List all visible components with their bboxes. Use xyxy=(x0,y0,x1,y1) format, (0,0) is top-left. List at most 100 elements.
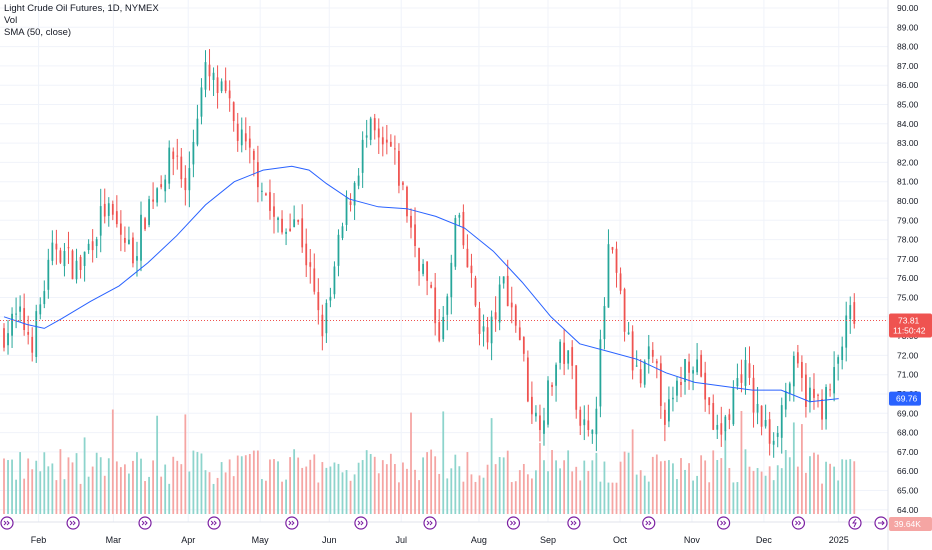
candle[interactable] xyxy=(764,420,767,427)
candle[interactable] xyxy=(575,365,578,410)
candle[interactable] xyxy=(736,378,739,387)
candle[interactable] xyxy=(708,397,711,406)
candle[interactable] xyxy=(329,296,332,301)
candle[interactable] xyxy=(220,81,223,92)
candle[interactable] xyxy=(422,263,424,274)
candle[interactable] xyxy=(361,139,364,173)
candle[interactable] xyxy=(438,322,441,341)
sma-legend[interactable]: SMA (50, close) xyxy=(4,27,72,38)
candle[interactable] xyxy=(365,135,368,138)
candle[interactable] xyxy=(389,141,392,147)
candle[interactable] xyxy=(132,237,134,264)
event-icon[interactable] xyxy=(642,516,656,530)
candle[interactable] xyxy=(482,326,485,332)
candle[interactable] xyxy=(51,242,54,261)
candle[interactable] xyxy=(635,365,638,367)
candle[interactable] xyxy=(293,219,296,228)
candle[interactable] xyxy=(446,296,449,315)
candle[interactable] xyxy=(43,291,46,305)
candle[interactable] xyxy=(200,87,203,117)
candle[interactable] xyxy=(450,262,453,298)
candle[interactable] xyxy=(756,403,759,413)
candle[interactable] xyxy=(414,224,416,247)
candle[interactable] xyxy=(426,261,429,281)
candle[interactable] xyxy=(579,409,582,426)
candle[interactable] xyxy=(119,223,122,235)
candle[interactable] xyxy=(792,355,795,387)
candle[interactable] xyxy=(156,188,159,203)
candle[interactable] xyxy=(95,239,98,247)
candle[interactable] xyxy=(83,251,86,266)
candle[interactable] xyxy=(599,339,602,407)
candle[interactable] xyxy=(305,243,308,266)
candle[interactable] xyxy=(434,287,437,324)
candle[interactable] xyxy=(478,308,481,334)
candle[interactable] xyxy=(688,361,690,373)
candle[interactable] xyxy=(466,248,469,268)
candle[interactable] xyxy=(563,342,566,364)
candle[interactable] xyxy=(595,408,598,435)
candle[interactable] xyxy=(510,302,513,308)
candle[interactable] xyxy=(732,388,735,425)
candle[interactable] xyxy=(845,315,848,348)
candle[interactable] xyxy=(91,241,94,251)
candle[interactable] xyxy=(385,139,388,143)
candle[interactable] xyxy=(805,374,807,407)
sma-line[interactable] xyxy=(3,165,839,403)
candle[interactable] xyxy=(680,381,682,385)
candle[interactable] xyxy=(3,328,5,348)
candle[interactable] xyxy=(31,336,34,353)
candle[interactable] xyxy=(651,349,654,357)
candle[interactable] xyxy=(780,405,783,438)
candle[interactable] xyxy=(212,72,215,80)
candle[interactable] xyxy=(285,231,287,234)
candle[interactable] xyxy=(627,332,630,335)
candle[interactable] xyxy=(474,277,477,306)
candle[interactable] xyxy=(692,370,694,374)
candle[interactable] xyxy=(337,234,340,266)
event-icon[interactable] xyxy=(567,516,581,530)
volume-legend[interactable]: Vol xyxy=(4,15,18,26)
candle[interactable] xyxy=(281,218,283,233)
candle[interactable] xyxy=(543,420,545,434)
candle[interactable] xyxy=(663,409,666,425)
candle[interactable] xyxy=(232,102,235,122)
candle[interactable] xyxy=(377,128,380,138)
candle[interactable] xyxy=(531,396,533,415)
candle[interactable] xyxy=(551,384,553,387)
candle[interactable] xyxy=(772,440,775,445)
candle[interactable] xyxy=(208,64,211,77)
candle[interactable] xyxy=(321,314,324,337)
candle[interactable] xyxy=(160,184,163,188)
candle[interactable] xyxy=(23,308,26,331)
event-icon[interactable] xyxy=(423,516,437,530)
candle[interactable] xyxy=(716,424,719,430)
candle[interactable] xyxy=(647,346,650,360)
candle[interactable] xyxy=(809,387,811,403)
candle[interactable] xyxy=(369,118,372,140)
candle[interactable] xyxy=(265,193,267,196)
candle[interactable] xyxy=(244,133,247,142)
candle[interactable] xyxy=(748,363,751,378)
candle[interactable] xyxy=(406,186,408,217)
candle[interactable] xyxy=(79,256,82,271)
candle[interactable] xyxy=(430,284,433,288)
candle[interactable] xyxy=(760,405,763,427)
candle[interactable] xyxy=(7,333,9,346)
candle[interactable] xyxy=(583,419,586,426)
candle[interactable] xyxy=(744,359,747,386)
candle[interactable] xyxy=(619,273,622,291)
candle[interactable] xyxy=(684,358,686,383)
candle[interactable] xyxy=(289,228,292,232)
candle[interactable] xyxy=(672,397,674,400)
candle[interactable] xyxy=(39,304,42,315)
candle[interactable] xyxy=(103,203,106,217)
candle[interactable] xyxy=(506,275,509,307)
candle[interactable] xyxy=(410,215,412,228)
candle[interactable] xyxy=(140,214,142,261)
candle[interactable] xyxy=(236,123,239,141)
candle[interactable] xyxy=(248,138,251,148)
candle[interactable] xyxy=(297,220,300,222)
candle[interactable] xyxy=(676,380,678,396)
candle[interactable] xyxy=(837,357,840,364)
